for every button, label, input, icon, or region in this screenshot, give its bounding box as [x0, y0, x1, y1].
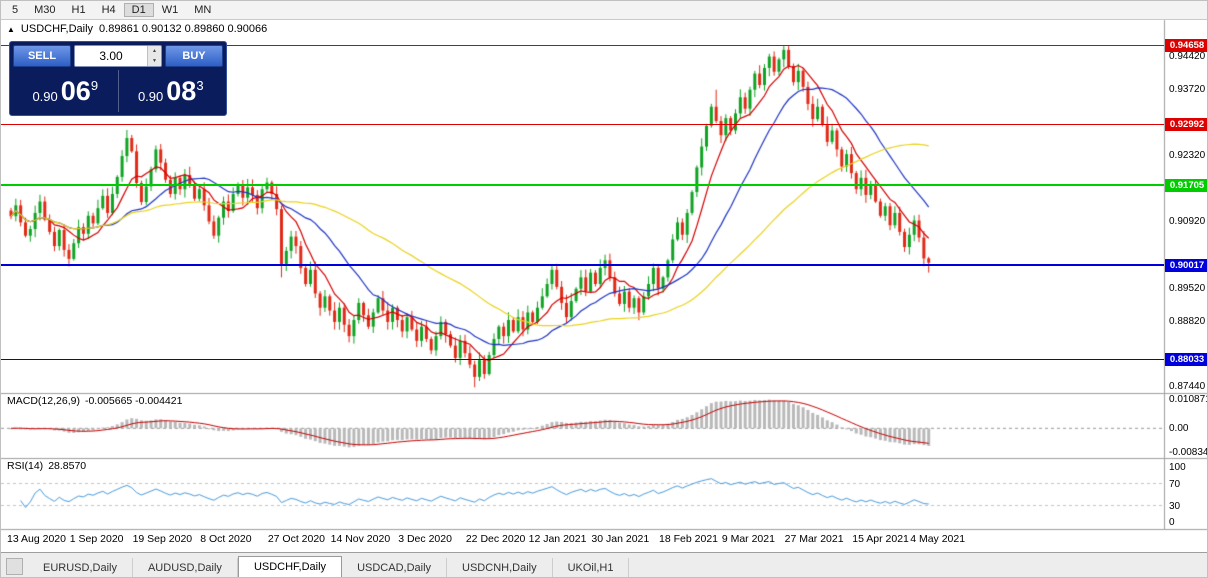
rsi-axis-label: 0	[1169, 517, 1175, 528]
rsi-name: RSI(14)	[7, 460, 44, 472]
tab-scroll-button[interactable]	[6, 558, 23, 575]
buy-price-base: 0.90	[137, 88, 164, 104]
date-axis-label: 1 Sep 2020	[69, 533, 124, 545]
macd-axis-label: 0.010871	[1169, 394, 1208, 405]
horizontal-level-line[interactable]	[1, 44, 1164, 46]
chart-tabs-bar: EURUSD,Daily AUDUSD,Daily USDCHF,Daily USDC…	[1, 552, 1207, 577]
timeframe-button-W1[interactable]: W1	[161, 4, 179, 16]
date-axis-label: 4 May 2021	[910, 533, 966, 545]
macd-axis-label: -0.008343	[1169, 446, 1208, 458]
date-axis-label: 27 Mar 2021	[784, 533, 844, 545]
sell-price-point: 9	[90, 77, 99, 93]
sell-price-pips: 06	[60, 75, 91, 106]
timeframe-button-H1[interactable]: H1	[71, 4, 86, 16]
rsi-axis-label: 30	[1169, 500, 1181, 512]
macd-name: MACD(12,26,9)	[7, 395, 80, 407]
price-tag[interactable]: 0.88033	[1165, 352, 1207, 366]
buy-price-point: 3	[196, 77, 204, 93]
date-axis-label: 8 Oct 2020	[200, 533, 252, 545]
rsi-axis-label: 100	[1169, 462, 1186, 473]
horizontal-level-line[interactable]	[1, 264, 1164, 267]
date-axis-label: 13 Aug 2020	[7, 533, 66, 545]
timeframe-button-D1[interactable]: D1	[123, 3, 154, 17]
buy-button[interactable]: BUY	[165, 45, 223, 67]
macd-values: -0.005665 -0.004421	[84, 395, 183, 407]
chart-tab-eurusd-daily[interactable]: EURUSD,Daily	[28, 558, 133, 577]
volume-control: ▲ ▼	[74, 45, 162, 67]
date-axis-label: 12 Jan 2021	[528, 533, 587, 545]
price-tag[interactable]: 0.94658	[1165, 38, 1207, 52]
sell-button[interactable]: SELL	[13, 45, 71, 67]
timeframe-button-MN[interactable]: MN	[194, 4, 212, 16]
buy-price-display[interactable]: 0.90 08 3	[117, 70, 224, 112]
date-axis-label: 22 Dec 2020	[465, 533, 526, 545]
panel-separator[interactable]	[1, 528, 1207, 531]
price-tag[interactable]: 0.92992	[1165, 117, 1207, 131]
date-axis-label: 9 Mar 2021	[721, 533, 775, 545]
timeframe-button-5[interactable]: 5	[12, 4, 19, 16]
price-tag[interactable]: 0.90017	[1165, 258, 1207, 272]
volume-down-button[interactable]: ▼	[148, 56, 161, 66]
chart-ohlc-values: 0.89861 0.90132 0.89860 0.90066	[99, 23, 268, 35]
date-axis-label: 15 Apr 2021	[852, 533, 909, 545]
chart-tab-usdchf-daily[interactable]: USDCHF,Daily	[237, 556, 343, 577]
price-axis-label: 0.92320	[1169, 150, 1206, 162]
sell-price-display[interactable]: 0.90 06 9	[13, 70, 118, 112]
rsi-value: 28.8570	[48, 460, 87, 472]
horizontal-level-line[interactable]	[1, 184, 1164, 187]
chart-symbol-label: USDCHF,Daily	[20, 23, 94, 35]
timeframe-button-H4[interactable]: H4	[101, 4, 116, 16]
rsi-axis-label: 70	[1169, 478, 1181, 490]
buy-price-pips: 08	[166, 75, 197, 106]
date-axis-label: 14 Nov 2020	[330, 533, 391, 545]
rsi-indicator-label: RSI(14) 28.8570	[7, 460, 91, 472]
one-click-trading-panel: SELL ▲ ▼ BUY 0.90 06 9 0.90 08 3	[9, 41, 227, 116]
date-axis-label: 3 Dec 2020	[398, 533, 452, 545]
price-axis-label: 0.90920	[1169, 216, 1206, 228]
volume-spinner: ▲ ▼	[147, 46, 161, 66]
volume-input[interactable]	[75, 46, 147, 66]
chart-header: ▲ USDCHF,Daily 0.89861 0.90132 0.89860 0…	[7, 23, 267, 35]
price-tag[interactable]: 0.91705	[1165, 178, 1207, 192]
panel-separator[interactable]	[1, 392, 1207, 395]
macd-axis-label: 0.00	[1169, 423, 1189, 435]
chart-tab-usdcad-daily[interactable]: USDCAD,Daily	[342, 558, 448, 577]
macd-indicator-label: MACD(12,26,9) -0.005665 -0.004421	[7, 395, 187, 407]
date-axis-label: 19 Sep 2020	[132, 533, 193, 545]
chart-tab-ukoil-h1[interactable]: UKOil,H1	[553, 558, 630, 577]
timeframe-button-M30[interactable]: M30	[34, 4, 56, 16]
panel-separator[interactable]	[1, 457, 1207, 460]
date-axis-label: 30 Jan 2021	[591, 533, 650, 545]
chart-tab-usdcnh-daily[interactable]: USDCNH,Daily	[447, 558, 553, 577]
chart-tab-audusd-daily[interactable]: AUDUSD,Daily	[133, 558, 238, 577]
date-axis-label: 27 Oct 2020	[267, 533, 326, 545]
collapse-trade-panel-icon[interactable]: ▲	[7, 24, 15, 34]
horizontal-level-line[interactable]	[1, 123, 1164, 125]
price-axis-label: 0.87440	[1169, 381, 1206, 393]
price-axis-label: 0.94420	[1169, 50, 1206, 62]
sell-price-base: 0.90	[32, 88, 58, 104]
timeframe-toolbar: 5 M30 H1 H4 D1 W1 MN	[1, 1, 1207, 20]
price-axis-label: 0.89520	[1169, 282, 1206, 294]
price-axis-label: 0.88820	[1169, 315, 1206, 327]
horizontal-level-line[interactable]	[1, 358, 1164, 360]
date-axis-label: 18 Feb 2021	[659, 533, 719, 545]
price-axis-label: 0.93720	[1169, 83, 1206, 95]
volume-up-button[interactable]: ▲	[148, 46, 161, 56]
